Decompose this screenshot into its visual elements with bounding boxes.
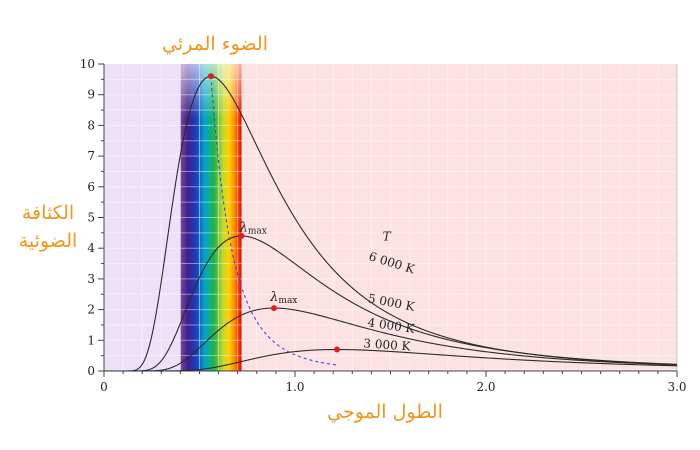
spectral-regions <box>104 64 677 371</box>
y-tick-label: 1 <box>87 333 95 347</box>
series-curves <box>104 75 678 372</box>
chart-title: الضوء المرئي <box>162 33 268 55</box>
lambda-max-label: λmax <box>239 220 267 236</box>
peak-markers <box>207 73 341 353</box>
peak-locus-line <box>210 76 338 366</box>
peak-locus <box>210 76 338 366</box>
lambda-max-label: λmax <box>269 290 297 306</box>
x-tick-label: 2.0 <box>476 380 495 394</box>
y-tick-label: 2 <box>87 303 95 317</box>
y-tick-label: 10 <box>80 57 95 71</box>
y-tick-label: 9 <box>87 88 95 102</box>
y-tick-label: 4 <box>87 241 95 255</box>
curve-5000k <box>104 235 678 372</box>
series-label: 4 000 K <box>367 315 417 336</box>
y-tick-label: 7 <box>87 149 95 163</box>
curve-3000k <box>104 348 678 372</box>
x-tick-label: 0 <box>100 380 108 394</box>
series-label: 3 000 K <box>363 336 412 353</box>
y-tick-label: 3 <box>87 272 95 286</box>
x-axis-label: الطول الموجي <box>327 401 443 423</box>
visible-spectrum-highlight <box>180 64 242 371</box>
tick-labels: 0 1.0 2.0 3.0 0 1 2 3 4 5 6 7 8 9 10 <box>80 57 687 394</box>
peak-marker <box>207 73 214 80</box>
x-tick-label: 3.0 <box>667 380 686 394</box>
y-tick-label: 8 <box>87 118 95 132</box>
y-axis-label-line1: الكثافة <box>22 202 74 224</box>
x-tick-label: 1.0 <box>285 380 304 394</box>
chart-grid <box>104 64 677 371</box>
infrared-region <box>241 64 677 371</box>
curve-4000k <box>104 307 678 372</box>
ultraviolet-region <box>104 64 181 371</box>
legend-title: T <box>383 230 392 244</box>
y-axis-label-line2: الضوئية <box>19 230 78 252</box>
chart-axes <box>98 63 678 377</box>
peak-marker <box>238 232 245 239</box>
y-tick-label: 5 <box>87 211 95 225</box>
y-tick-label: 6 <box>87 180 95 194</box>
peak-marker <box>334 346 341 353</box>
peak-marker <box>270 305 277 312</box>
y-tick-label: 0 <box>87 364 95 378</box>
